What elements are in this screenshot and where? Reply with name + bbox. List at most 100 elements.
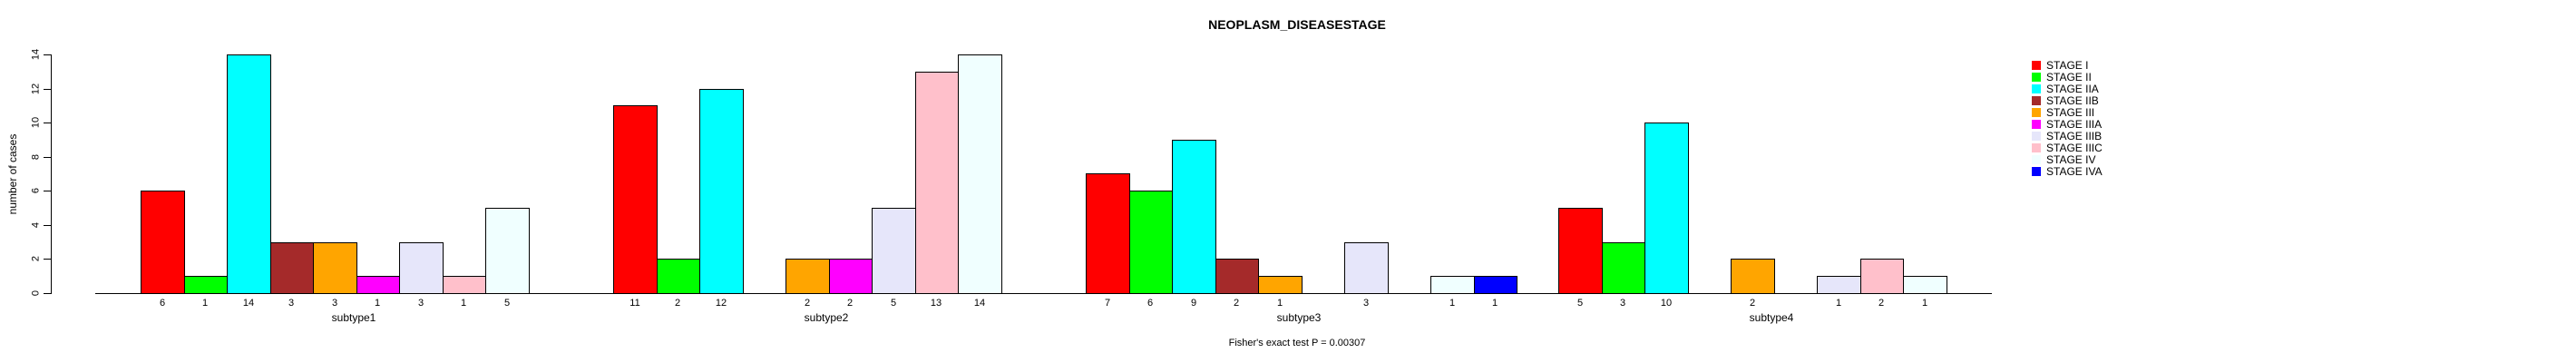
bar-value-label: 1 xyxy=(374,298,381,309)
legend-swatch-stage-iia xyxy=(2032,84,2041,93)
bar-stage-i-subtype1 xyxy=(141,191,185,294)
bar-stage-i-subtype4 xyxy=(1558,208,1603,294)
bar-value-label: 5 xyxy=(890,298,897,309)
bar-stage-iiia-subtype1 xyxy=(356,276,400,294)
bar-stage-iiib-subtype3 xyxy=(1344,242,1389,294)
legend-swatch-stage-ii xyxy=(2032,73,2041,82)
y-tick-label: 6 xyxy=(30,187,42,194)
group-label-subtype2: subtype2 xyxy=(804,311,849,324)
bar-stage-iia-subtype2 xyxy=(699,89,744,294)
bar-stage-iia-subtype4 xyxy=(1644,123,1689,294)
legend-label-stage-iva: STAGE IVA xyxy=(2046,165,2103,178)
pvalue-annotation: Fisher's exact test P = 0.00307 xyxy=(1228,338,1366,348)
y-tick xyxy=(44,259,51,260)
bar-stage-i-subtype3 xyxy=(1086,173,1130,294)
group-label-subtype3: subtype3 xyxy=(1276,311,1322,324)
bar-value-label: 3 xyxy=(288,298,295,309)
bar-value-label: 6 xyxy=(159,298,166,309)
y-tick-label: 0 xyxy=(30,289,42,297)
bar-value-label: 3 xyxy=(1362,298,1370,309)
legend-label-stage-iiic: STAGE IIIC xyxy=(2046,142,2103,154)
y-tick-label: 14 xyxy=(30,48,42,61)
legend-swatch-stage-iii xyxy=(2032,108,2041,117)
bar-value-label: 2 xyxy=(1878,298,1885,309)
y-tick xyxy=(44,293,51,294)
legend-label-stage-i: STAGE I xyxy=(2046,59,2089,72)
bar-value-label: 10 xyxy=(1660,298,1673,309)
bar-value-label: 5 xyxy=(1576,298,1584,309)
bar-value-label: 2 xyxy=(1749,298,1756,309)
bar-stage-iia-subtype1 xyxy=(227,54,271,294)
bar-stage-iii-subtype3 xyxy=(1258,276,1303,294)
bar-value-label: 7 xyxy=(1104,298,1111,309)
legend-swatch-stage-iva xyxy=(2032,167,2041,176)
bar-stage-ii-subtype1 xyxy=(184,276,228,294)
y-tick-label: 10 xyxy=(30,116,42,129)
bar-value-label: 2 xyxy=(804,298,811,309)
bar-value-label: 14 xyxy=(973,298,986,309)
bar-value-label: 1 xyxy=(1491,298,1498,309)
y-tick-label: 12 xyxy=(30,83,42,95)
bar-stage-iib-subtype3 xyxy=(1215,259,1259,294)
bar-stage-iiib-subtype4 xyxy=(1817,276,1861,294)
bar-stage-iv-subtype1 xyxy=(485,208,530,294)
bar-value-label: 11 xyxy=(629,298,640,309)
y-tick-label: 2 xyxy=(30,255,42,262)
bar-value-label: 6 xyxy=(1147,298,1154,309)
legend-swatch-stage-i xyxy=(2032,61,2041,70)
legend-label-stage-iiia: STAGE IIIA xyxy=(2046,118,2103,131)
bar-value-label: 1 xyxy=(201,298,209,309)
bar-value-label: 3 xyxy=(417,298,424,309)
legend-swatch-stage-iiia xyxy=(2032,120,2041,129)
bar-value-label: 1 xyxy=(1449,298,1456,309)
bar-stage-iv-subtype2 xyxy=(958,54,1002,294)
bar-stage-iiic-subtype2 xyxy=(915,72,959,294)
bar-stage-iv-subtype4 xyxy=(1903,276,1947,294)
bar-stage-iii-subtype1 xyxy=(313,242,357,294)
bar-stage-iiic-subtype4 xyxy=(1860,259,1904,294)
bar-value-label: 3 xyxy=(1619,298,1626,309)
group-label-subtype1: subtype1 xyxy=(331,311,376,324)
legend-label-stage-iii: STAGE III xyxy=(2046,106,2095,119)
bar-value-label: 2 xyxy=(846,298,854,309)
group-label-subtype4: subtype4 xyxy=(1749,311,1794,324)
y-axis-line xyxy=(51,54,52,294)
y-tick-label: 8 xyxy=(30,153,42,161)
bar-stage-i-subtype2 xyxy=(613,105,658,294)
bar-stage-iv-subtype3 xyxy=(1430,276,1475,294)
bar-stage-iii-subtype2 xyxy=(785,259,830,294)
bar-stage-ii-subtype3 xyxy=(1129,191,1173,294)
y-tick xyxy=(44,225,51,226)
bar-stage-ii-subtype4 xyxy=(1602,242,1645,294)
y-tick-label: 4 xyxy=(30,221,42,229)
bar-value-label: 1 xyxy=(1835,298,1842,309)
bar-value-label: 2 xyxy=(1233,298,1240,309)
bar-stage-iiib-subtype1 xyxy=(399,242,444,294)
bar-value-label: 1 xyxy=(1921,298,1928,309)
legend-swatch-stage-iv xyxy=(2032,155,2041,164)
bar-value-label: 3 xyxy=(331,298,338,309)
legend-label-stage-iib: STAGE IIB xyxy=(2046,94,2099,107)
legend-label-stage-iia: STAGE IIA xyxy=(2046,83,2099,95)
bar-stage-ii-subtype2 xyxy=(657,259,700,294)
legend-label-stage-iv: STAGE IV xyxy=(2046,153,2096,166)
bar-value-label: 2 xyxy=(674,298,681,309)
bar-stage-iiic-subtype1 xyxy=(443,276,486,294)
y-axis-label: number of cases xyxy=(6,133,19,215)
legend-label-stage-ii: STAGE II xyxy=(2046,71,2092,83)
legend-label-stage-iiib: STAGE IIIB xyxy=(2046,130,2103,142)
legend-swatch-stage-iiic xyxy=(2032,143,2041,152)
legend-swatch-stage-iib xyxy=(2032,96,2041,105)
y-tick xyxy=(44,89,51,90)
bar-stage-iia-subtype3 xyxy=(1172,140,1216,294)
bar-stage-iva-subtype3 xyxy=(1474,276,1517,294)
legend-swatch-stage-iiib xyxy=(2032,132,2041,141)
bar-stage-iib-subtype1 xyxy=(270,242,314,294)
bar-value-label: 9 xyxy=(1190,298,1197,309)
bar-stage-iiia-subtype2 xyxy=(829,259,873,294)
y-tick xyxy=(44,157,51,158)
bar-stage-iii-subtype4 xyxy=(1731,259,1775,294)
bar-value-label: 14 xyxy=(242,298,255,309)
bar-value-label: 1 xyxy=(1276,298,1283,309)
